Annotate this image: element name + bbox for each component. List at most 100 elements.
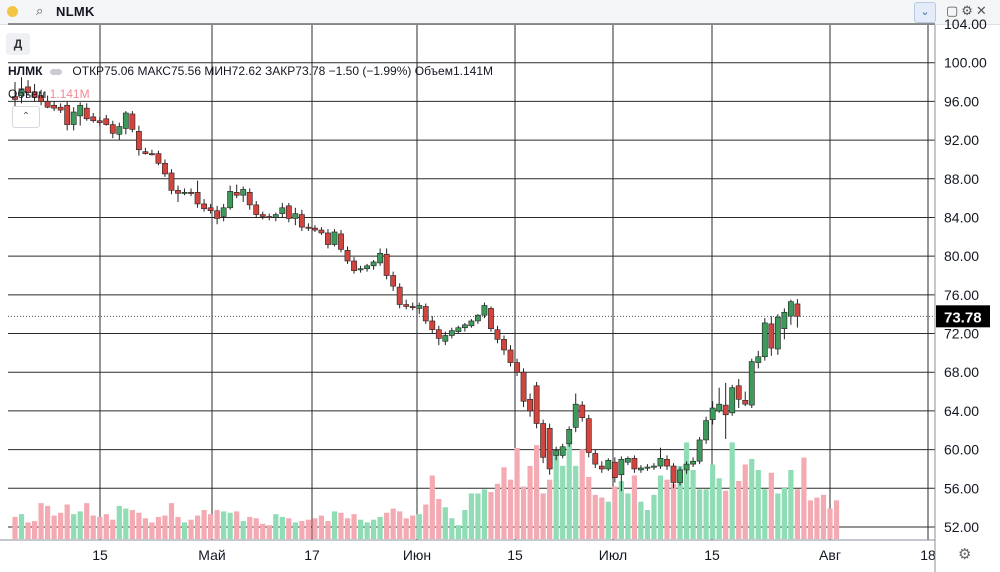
volume-bar xyxy=(449,518,455,539)
volume-bar xyxy=(234,511,240,539)
candle-body xyxy=(618,458,625,476)
volume-bar xyxy=(683,442,690,539)
volume-bar xyxy=(631,475,637,539)
candle-body xyxy=(135,131,142,151)
volume-bar xyxy=(729,442,735,539)
symbol-search-input[interactable]: NLMK xyxy=(56,4,95,19)
volume-bar xyxy=(664,479,670,539)
candle-body xyxy=(44,101,51,108)
candle-body xyxy=(129,113,136,130)
candle-body xyxy=(25,86,31,93)
candle-body xyxy=(755,356,762,363)
last-price-label-bg xyxy=(936,305,990,328)
candle-body xyxy=(748,361,755,406)
candle-body xyxy=(292,213,299,219)
candle-body xyxy=(227,191,234,209)
x-tick-label: Июл xyxy=(599,547,627,563)
candle-body xyxy=(716,403,723,412)
volume-bar xyxy=(266,525,272,539)
candle-body xyxy=(272,214,279,218)
x-tick-label: 15 xyxy=(507,547,523,563)
volume-bar xyxy=(286,518,292,539)
volume-bar xyxy=(670,483,677,539)
volume-bar xyxy=(201,510,207,539)
volume-bar xyxy=(703,489,709,539)
candle-body xyxy=(377,252,384,264)
volume-bar xyxy=(612,486,618,539)
candle-body xyxy=(116,126,123,135)
volume-bar xyxy=(716,478,722,539)
candle-body xyxy=(142,151,149,154)
volume-bar xyxy=(240,521,246,539)
volume-bar xyxy=(429,475,435,539)
candle-body xyxy=(422,306,429,322)
volume-bar xyxy=(384,512,390,539)
legend-high: 75.56 xyxy=(170,64,202,78)
volume-bar xyxy=(579,449,585,539)
volume-bar xyxy=(481,489,488,539)
volume-bar xyxy=(84,503,90,539)
volume-bar xyxy=(416,514,422,539)
volume-bar xyxy=(325,521,331,539)
volume-bar xyxy=(677,465,683,539)
volume-bar xyxy=(149,522,155,539)
volume-bar xyxy=(755,470,761,539)
volume-bar xyxy=(736,481,742,539)
gear-icon[interactable]: ⚙ xyxy=(958,546,972,563)
candle-body xyxy=(70,111,77,125)
candle-body xyxy=(448,330,455,336)
search-icon[interactable]: ⌕ xyxy=(36,3,44,18)
candle-body xyxy=(611,461,618,478)
volume-bar xyxy=(644,510,651,539)
window-controls-icon[interactable]: ▢⚙✕ xyxy=(946,3,990,18)
candle-body xyxy=(605,459,612,470)
candle-body xyxy=(559,446,566,456)
candle-body xyxy=(266,216,273,218)
candle-body xyxy=(31,91,38,98)
volume-bar xyxy=(553,452,559,539)
volume-legend-label: Объем xyxy=(8,87,47,101)
volume-bar xyxy=(175,516,181,539)
volume-legend-value: 1.141M xyxy=(49,87,90,101)
y-tick-label: 68.00 xyxy=(944,364,979,380)
candle-body xyxy=(572,403,579,428)
volume-bar xyxy=(344,518,351,539)
candle-body xyxy=(624,458,631,463)
volume-bar xyxy=(397,511,403,539)
candle-body xyxy=(514,362,520,373)
volume-bar xyxy=(331,511,338,539)
volume-bar xyxy=(475,493,481,539)
volume-bar xyxy=(116,505,122,539)
candle-body xyxy=(38,95,44,102)
volume-bar xyxy=(781,487,787,539)
candle-body xyxy=(455,327,462,332)
candle-body xyxy=(768,323,775,349)
candle-body xyxy=(553,450,560,456)
volume-bar xyxy=(162,515,168,539)
candle-body xyxy=(657,458,664,467)
candle-body xyxy=(220,207,227,217)
y-tick-label: 88.00 xyxy=(944,171,979,187)
volume-bar xyxy=(788,470,794,539)
legend-toggle-icon[interactable] xyxy=(50,68,63,75)
candle-body xyxy=(468,320,475,327)
volume-bar xyxy=(390,508,396,539)
volume-bar xyxy=(129,510,135,539)
volume-bar xyxy=(488,492,494,539)
candle-body xyxy=(364,265,370,270)
volume-bar xyxy=(494,483,501,539)
volume-bar xyxy=(64,504,70,539)
interval-button[interactable]: Д xyxy=(6,33,30,55)
candle-body xyxy=(774,316,781,350)
chevron-down-icon[interactable]: ⌄ xyxy=(914,2,936,23)
candle-body xyxy=(781,311,788,330)
volume-bar xyxy=(833,500,840,539)
volume-bar xyxy=(462,510,468,539)
volume-bar xyxy=(618,481,624,539)
collapse-legend-button[interactable]: ⌃ xyxy=(12,106,40,128)
last-price-label: 73.78 xyxy=(944,309,982,326)
y-tick-label: 52.00 xyxy=(944,519,979,535)
volume-bar xyxy=(534,445,540,539)
legend-close: 73.78 xyxy=(295,64,326,78)
